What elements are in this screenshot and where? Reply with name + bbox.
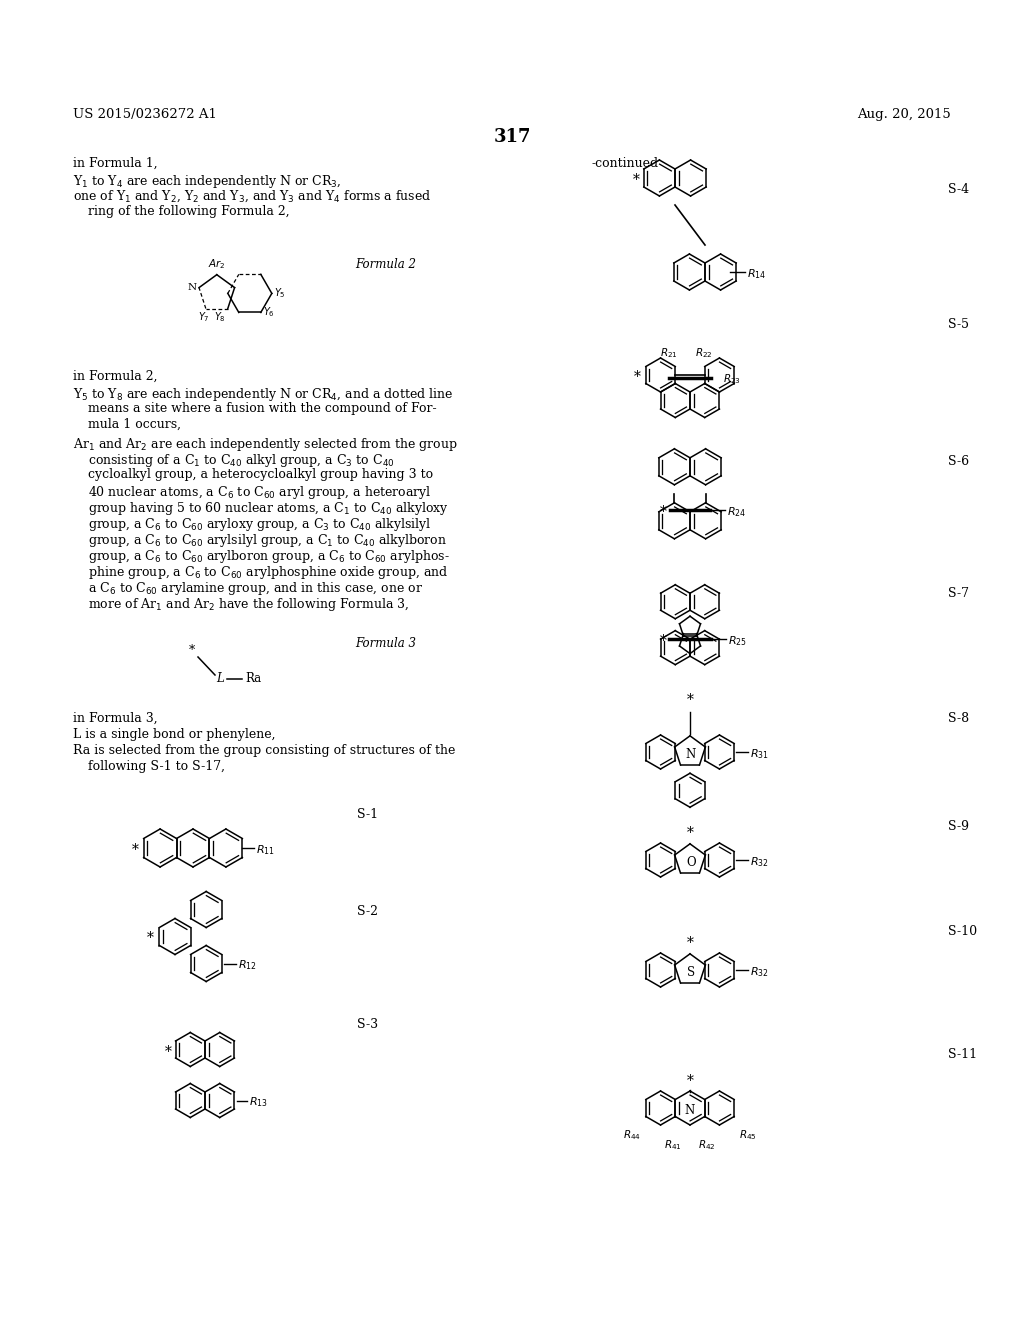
Text: mula 1 occurs,: mula 1 occurs, xyxy=(88,418,181,432)
Text: $R_{25}$: $R_{25}$ xyxy=(728,634,746,648)
Text: $R_{24}$: $R_{24}$ xyxy=(727,506,746,519)
Text: S-9: S-9 xyxy=(948,820,969,833)
Text: US 2015/0236272 A1: US 2015/0236272 A1 xyxy=(73,108,217,121)
Text: Ar$_1$ and Ar$_2$ are each independently selected from the group: Ar$_1$ and Ar$_2$ are each independently… xyxy=(73,436,458,453)
Text: $R_{13}$: $R_{13}$ xyxy=(249,1096,267,1109)
Text: *: * xyxy=(132,843,139,857)
Text: *: * xyxy=(147,932,154,945)
Text: *: * xyxy=(165,1044,171,1059)
Text: $Y_8$: $Y_8$ xyxy=(214,310,225,325)
Text: S-4: S-4 xyxy=(948,183,969,195)
Text: group, a C$_6$ to C$_{60}$ aryloxy group, a C$_3$ to C$_{40}$ alkylsilyl: group, a C$_6$ to C$_{60}$ aryloxy group… xyxy=(88,516,432,533)
Text: ring of the following Formula 2,: ring of the following Formula 2, xyxy=(88,205,290,218)
Text: Ra: Ra xyxy=(245,672,261,685)
Text: S-2: S-2 xyxy=(357,906,378,917)
Text: *: * xyxy=(634,370,641,384)
Text: $R_{14}$: $R_{14}$ xyxy=(746,267,766,281)
Text: Y$_1$ to Y$_4$ are each independently N or CR$_3$,: Y$_1$ to Y$_4$ are each independently N … xyxy=(73,173,341,190)
Text: $Y_5$: $Y_5$ xyxy=(273,286,286,301)
Text: group having 5 to 60 nuclear atoms, a C$_1$ to C$_{40}$ alkyloxy: group having 5 to 60 nuclear atoms, a C$… xyxy=(88,500,449,517)
Text: phine group, a C$_6$ to C$_{60}$ arylphosphine oxide group, and: phine group, a C$_6$ to C$_{60}$ arylpho… xyxy=(88,564,449,581)
Text: N: N xyxy=(686,748,696,762)
Text: S-5: S-5 xyxy=(948,318,969,331)
Text: S-1: S-1 xyxy=(357,808,378,821)
Text: $Ar_2$: $Ar_2$ xyxy=(208,257,225,271)
Text: *: * xyxy=(659,506,667,519)
Text: -continued: -continued xyxy=(592,157,659,170)
Text: one of Y$_1$ and Y$_2$, Y$_2$ and Y$_3$, and Y$_3$ and Y$_4$ forms a fused: one of Y$_1$ and Y$_2$, Y$_2$ and Y$_3$,… xyxy=(73,189,431,205)
Text: following S-1 to S-17,: following S-1 to S-17, xyxy=(88,760,225,774)
Text: $R_{41}$: $R_{41}$ xyxy=(664,1138,682,1152)
Text: 317: 317 xyxy=(494,128,530,147)
Text: more of Ar$_1$ and Ar$_2$ have the following Formula 3,: more of Ar$_1$ and Ar$_2$ have the follo… xyxy=(88,597,410,612)
Text: *: * xyxy=(686,1074,693,1088)
Text: $R_{31}$: $R_{31}$ xyxy=(751,747,769,760)
Text: $Y_6$: $Y_6$ xyxy=(263,305,274,319)
Text: cycloalkyl group, a heterocycloalkyl group having 3 to: cycloalkyl group, a heterocycloalkyl gro… xyxy=(88,469,433,480)
Text: group, a C$_6$ to C$_{60}$ arylboron group, a C$_6$ to C$_{60}$ arylphos-: group, a C$_6$ to C$_{60}$ arylboron gro… xyxy=(88,548,450,565)
Text: $R_{12}$: $R_{12}$ xyxy=(239,958,257,973)
Text: L is a single bond or phenylene,: L is a single bond or phenylene, xyxy=(73,729,275,741)
Text: O: O xyxy=(686,857,696,870)
Text: means a site where a fusion with the compound of For-: means a site where a fusion with the com… xyxy=(88,403,436,414)
Text: *: * xyxy=(686,826,693,840)
Text: $R_{42}$: $R_{42}$ xyxy=(698,1138,716,1152)
Text: S-3: S-3 xyxy=(357,1018,378,1031)
Text: N: N xyxy=(187,282,197,292)
Text: $R_{45}$: $R_{45}$ xyxy=(739,1129,757,1142)
Text: in Formula 2,: in Formula 2, xyxy=(73,370,158,383)
Text: consisting of a C$_1$ to C$_{40}$ alkyl group, a C$_3$ to C$_{40}$: consisting of a C$_1$ to C$_{40}$ alkyl … xyxy=(88,451,394,469)
Text: Ra is selected from the group consisting of structures of the: Ra is selected from the group consisting… xyxy=(73,744,456,756)
Text: Formula 3: Formula 3 xyxy=(355,638,416,649)
Text: a C$_6$ to C$_{60}$ arylamine group, and in this case, one or: a C$_6$ to C$_{60}$ arylamine group, and… xyxy=(88,579,423,597)
Text: Y$_5$ to Y$_8$ are each independently N or CR$_4$, and a dotted line: Y$_5$ to Y$_8$ are each independently N … xyxy=(73,385,454,403)
Text: $R_{11}$: $R_{11}$ xyxy=(256,843,275,857)
Text: group, a C$_6$ to C$_{60}$ arylsilyl group, a C$_1$ to C$_{40}$ alkylboron: group, a C$_6$ to C$_{60}$ arylsilyl gro… xyxy=(88,532,447,549)
Text: $Y_7$: $Y_7$ xyxy=(198,310,210,325)
Text: $R_{22}$: $R_{22}$ xyxy=(695,346,713,360)
Text: Aug. 20, 2015: Aug. 20, 2015 xyxy=(857,108,951,121)
Text: $R_{44}$: $R_{44}$ xyxy=(623,1129,641,1142)
Text: *: * xyxy=(686,693,693,708)
Text: $R_{32}$: $R_{32}$ xyxy=(751,965,769,979)
Text: S-8: S-8 xyxy=(948,711,969,725)
Text: *: * xyxy=(659,634,667,648)
Text: Formula 2: Formula 2 xyxy=(355,257,416,271)
Text: L: L xyxy=(216,672,224,685)
Text: $R_{23}$: $R_{23}$ xyxy=(723,372,740,387)
Text: *: * xyxy=(686,936,693,950)
Text: $R_{32}$: $R_{32}$ xyxy=(751,855,769,869)
Text: S-10: S-10 xyxy=(948,925,977,939)
Text: in Formula 3,: in Formula 3, xyxy=(73,711,158,725)
Text: N: N xyxy=(685,1104,695,1117)
Text: *: * xyxy=(633,173,639,187)
Text: in Formula 1,: in Formula 1, xyxy=(73,157,158,170)
Text: 40 nuclear atoms, a C$_6$ to C$_{60}$ aryl group, a heteroaryl: 40 nuclear atoms, a C$_6$ to C$_{60}$ ar… xyxy=(88,484,431,502)
Text: S-6: S-6 xyxy=(948,455,969,469)
Text: S-11: S-11 xyxy=(948,1048,977,1061)
Text: $R_{21}$: $R_{21}$ xyxy=(660,346,678,360)
Text: S: S xyxy=(687,966,695,979)
Text: S-7: S-7 xyxy=(948,587,969,601)
Text: *: * xyxy=(188,644,196,657)
